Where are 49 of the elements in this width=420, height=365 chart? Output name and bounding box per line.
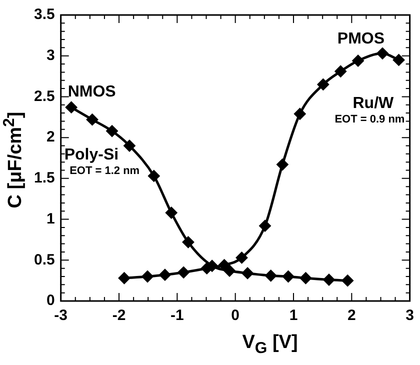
point [282, 270, 294, 282]
point [118, 272, 130, 284]
x-tick-label: -1 [170, 307, 184, 324]
point [158, 268, 171, 281]
point [236, 252, 248, 264]
point [259, 220, 272, 232]
point [342, 274, 354, 287]
annotation: PMOS [337, 30, 385, 48]
y-tick-label: 1.5 [34, 170, 55, 187]
y-tick-label: 0 [46, 292, 55, 310]
x-tick-label: -3 [54, 307, 68, 324]
point [276, 158, 288, 171]
point [142, 270, 154, 282]
x-tick-label: -2 [112, 307, 126, 324]
annotation: EOT = 0.9 nm [334, 113, 405, 126]
point [106, 125, 118, 138]
x-tick-label: 0 [231, 307, 240, 324]
point [392, 54, 405, 66]
point [182, 236, 194, 248]
annotation: EOT = 1.2 nm [70, 164, 140, 177]
y-tick-label: 3 [46, 47, 55, 64]
y-tick-label: 1 [46, 210, 55, 228]
x-tick-label: 3 [406, 307, 414, 324]
point [123, 140, 136, 152]
x-tick-label: 1 [289, 307, 298, 324]
point [86, 114, 98, 126]
point [300, 272, 312, 284]
x-axis-title: V$_{G}$ [V] [241, 332, 299, 358]
point [224, 264, 236, 277]
annotation: NMOS [68, 84, 116, 101]
y-tick-label: 3.5 [34, 6, 55, 24]
point [294, 108, 306, 120]
y-tick-label: 2.5 [34, 88, 55, 105]
point [352, 54, 364, 67]
y-tick-label: 0.5 [34, 251, 55, 268]
y-tick-label: 2 [46, 128, 55, 146]
point [317, 78, 330, 90]
point [376, 47, 388, 60]
annotation: Ru/W [352, 95, 395, 112]
x-tick-label: 2 [347, 307, 356, 324]
annotation: Poly-Si [64, 146, 119, 164]
point [264, 270, 277, 282]
point [65, 101, 78, 114]
point [334, 65, 347, 78]
point [148, 170, 160, 182]
point [322, 274, 335, 286]
point [165, 206, 178, 219]
point [178, 266, 190, 278]
point [242, 267, 254, 280]
